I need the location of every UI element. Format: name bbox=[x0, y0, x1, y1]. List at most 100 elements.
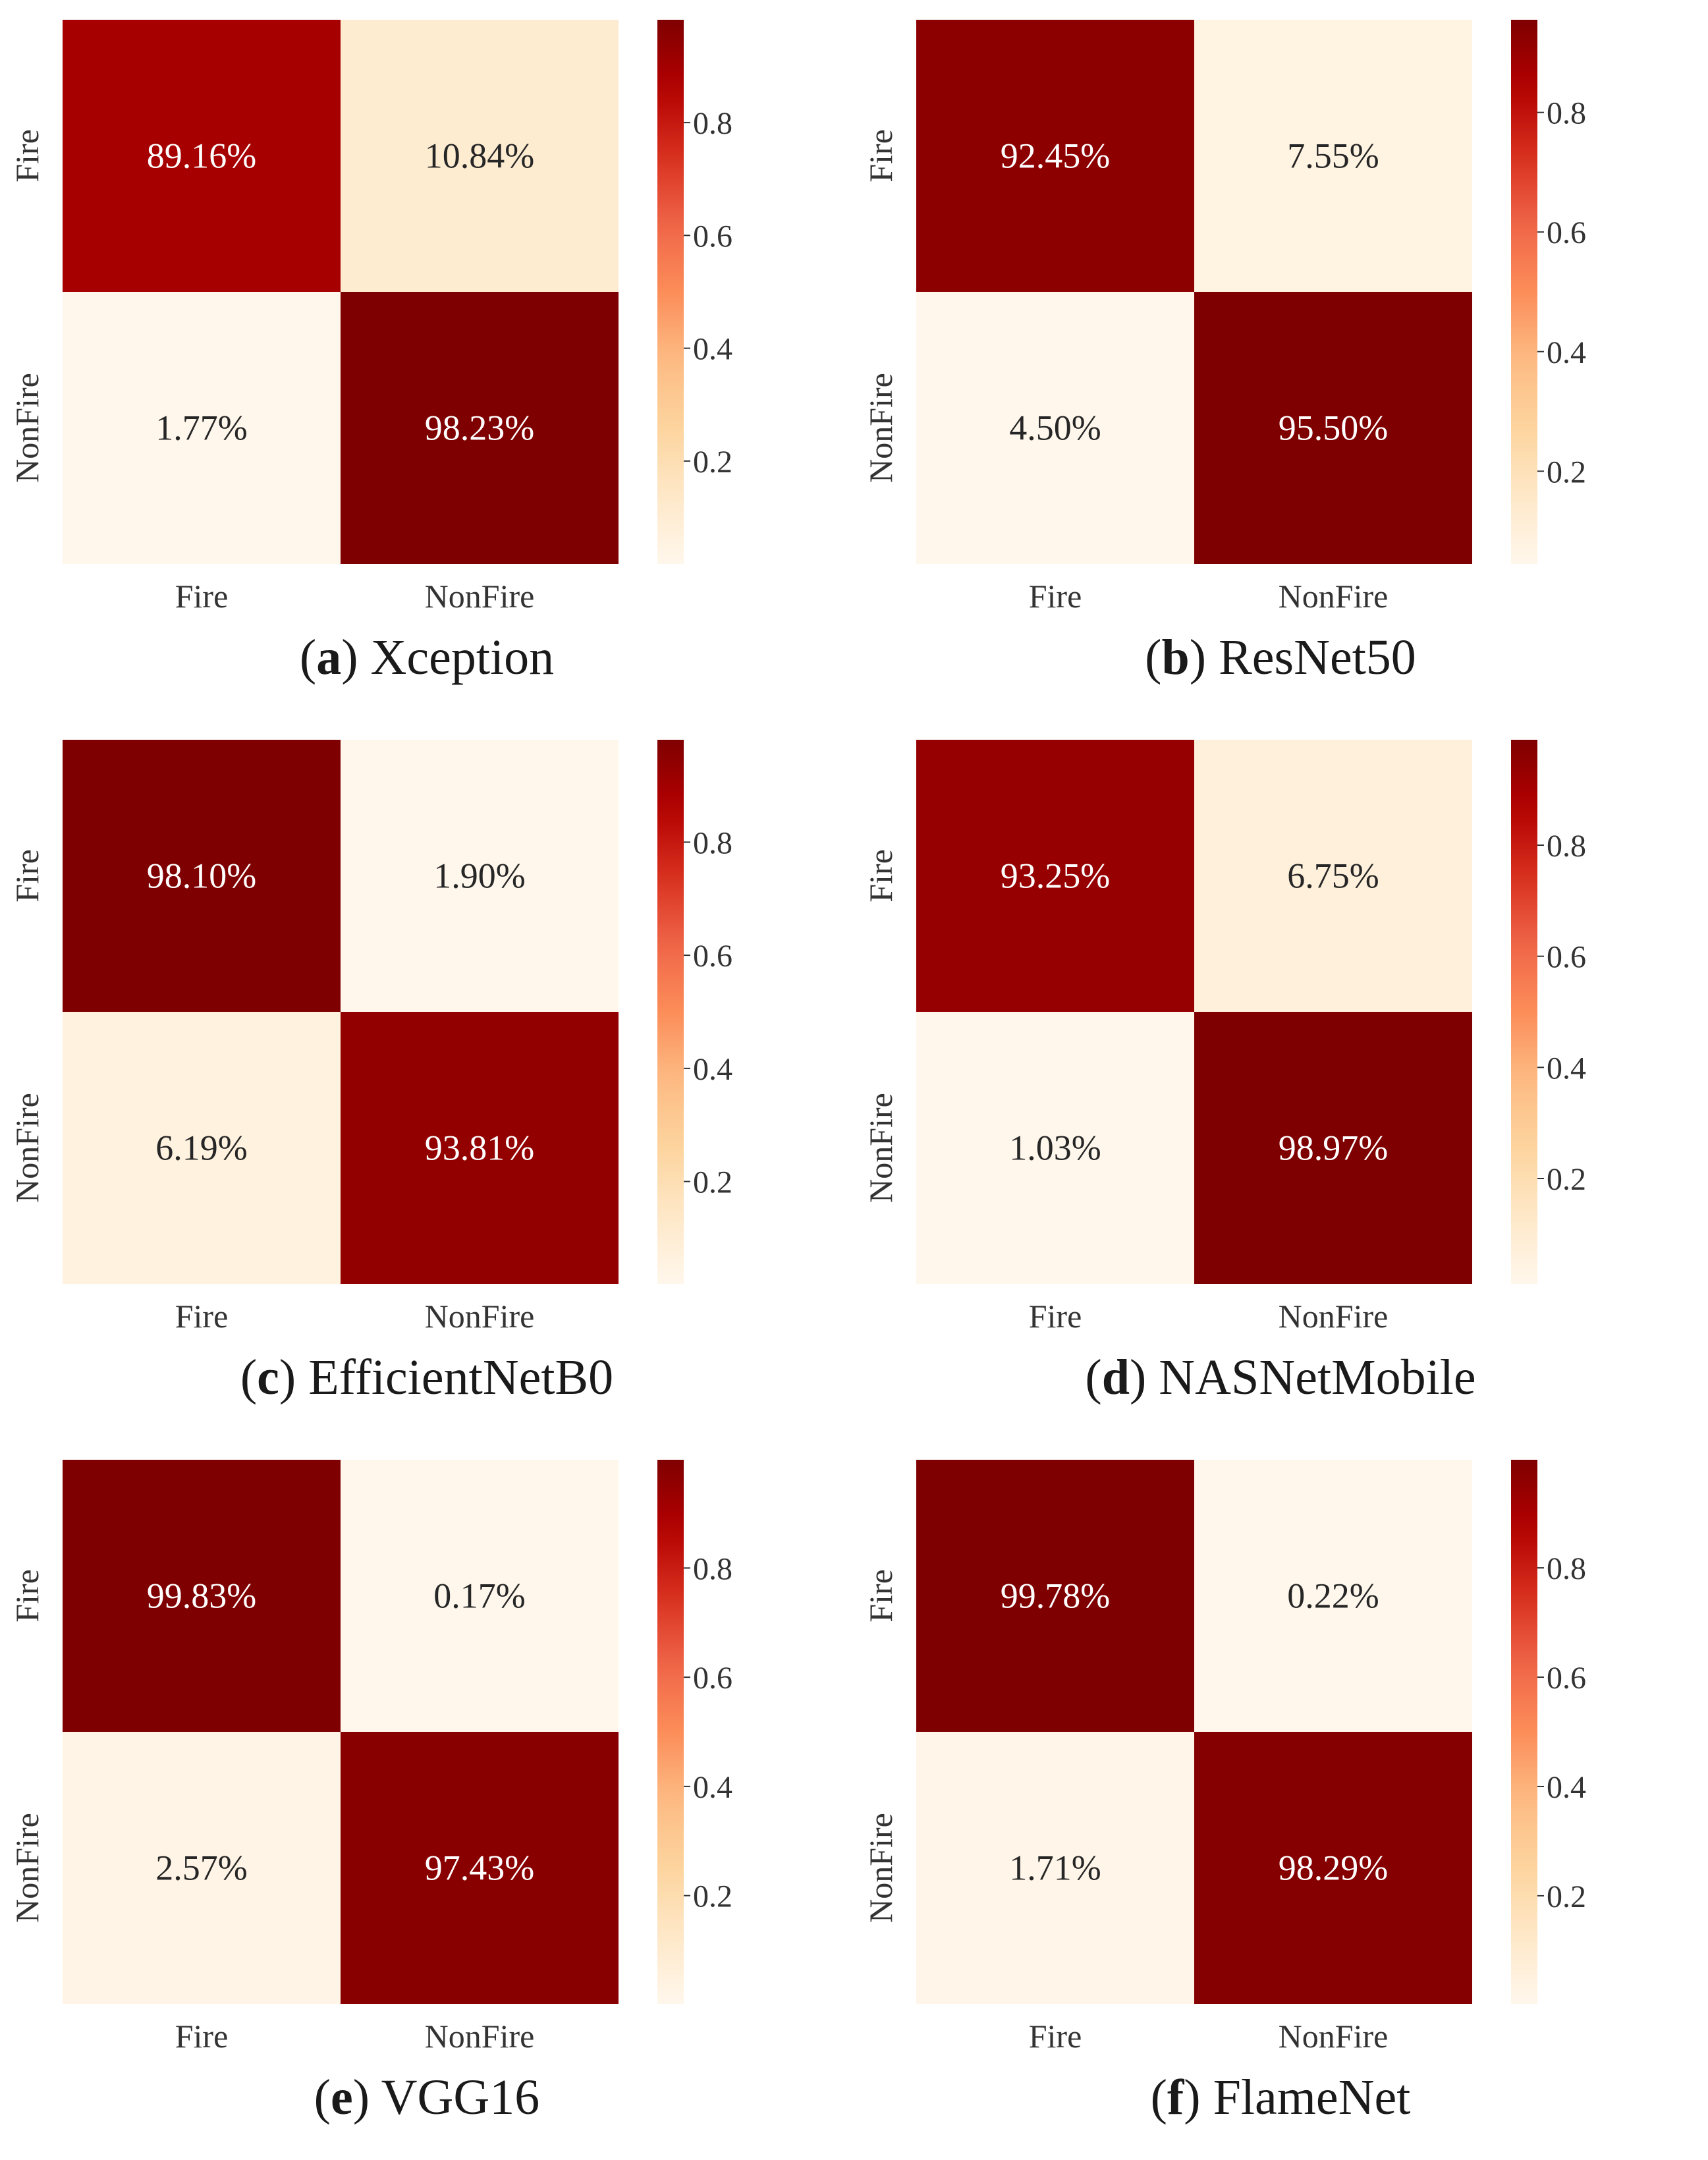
colorbar-b bbox=[1511, 20, 1537, 564]
cell-label-a-0-1: 10.84% bbox=[425, 136, 534, 176]
x-tick-c-0: Fire bbox=[175, 1298, 229, 1335]
cell-label-e-1-1: 97.43% bbox=[425, 1848, 534, 1888]
colorbar-tick-label-b-1: 0.4 bbox=[1547, 335, 1586, 370]
colorbar-tick-label-f-2: 0.6 bbox=[1547, 1661, 1586, 1696]
y-tick-c-1: NonFire bbox=[9, 1093, 45, 1203]
cell-f-1-0 bbox=[916, 1732, 1194, 2004]
caption-b: (b) ResNet50 bbox=[1145, 630, 1416, 685]
colorbar-tick-label-f-3: 0.8 bbox=[1547, 1551, 1586, 1586]
cell-b-0-1 bbox=[1194, 20, 1472, 292]
colorbar-tick-label-a-1: 0.4 bbox=[693, 332, 732, 367]
cell-label-e-0-0: 99.83% bbox=[147, 1576, 256, 1616]
cell-f-0-0 bbox=[916, 1460, 1194, 1732]
y-tick-f-0: Fire bbox=[862, 1569, 899, 1622]
cell-c-1-1 bbox=[341, 1012, 619, 1284]
colorbar-tick-label-f-1: 0.4 bbox=[1547, 1770, 1586, 1805]
cell-label-d-0-0: 93.25% bbox=[1001, 856, 1110, 896]
cell-b-1-1 bbox=[1194, 292, 1472, 564]
cell-e-1-0 bbox=[63, 1732, 341, 2004]
cell-label-c-0-1: 1.90% bbox=[433, 856, 525, 896]
cell-label-b-1-1: 95.50% bbox=[1279, 408, 1388, 448]
cell-label-f-1-1: 98.29% bbox=[1279, 1848, 1388, 1888]
colorbar-tick-label-a-2: 0.6 bbox=[693, 219, 732, 254]
colorbar-tick-label-d-0: 0.2 bbox=[1547, 1162, 1586, 1197]
cell-label-a-0-0: 89.16% bbox=[147, 136, 256, 176]
cell-c-0-0 bbox=[63, 740, 341, 1012]
colorbar-tick-label-b-3: 0.8 bbox=[1547, 96, 1586, 131]
colorbar-tick-label-c-2: 0.6 bbox=[693, 939, 732, 974]
cell-c-1-0 bbox=[63, 1012, 341, 1284]
colorbar-tick-label-c-1: 0.4 bbox=[693, 1052, 732, 1087]
colorbar-tick-label-d-3: 0.8 bbox=[1547, 829, 1586, 864]
heatmap-b: 92.45% 7.55% 4.50% 95.50% Fire NonFire Fire Non… bbox=[862, 20, 1586, 615]
x-tick-f-0: Fire bbox=[1029, 2018, 1082, 2055]
colorbar-tick-label-b-2: 0.6 bbox=[1547, 215, 1586, 250]
x-tick-e-1: NonFire bbox=[425, 2018, 535, 2055]
cell-a-0-0 bbox=[63, 20, 341, 292]
cell-label-a-1-0: 1.77% bbox=[155, 408, 247, 448]
cell-label-d-1-0: 1.03% bbox=[1009, 1128, 1101, 1168]
cell-f-1-1 bbox=[1194, 1732, 1472, 2004]
colorbar-tick-label-d-1: 0.4 bbox=[1547, 1051, 1586, 1086]
y-tick-f-1: NonFire bbox=[862, 1813, 899, 1923]
cell-e-1-1 bbox=[341, 1732, 619, 2004]
cell-d-1-1 bbox=[1194, 1012, 1472, 1284]
heatmap-a: 89.16% 10.84% 1.77% 98.23% Fire NonFire Fire No… bbox=[9, 20, 732, 615]
cell-a-0-1 bbox=[341, 20, 619, 292]
cell-label-b-0-0: 92.45% bbox=[1001, 136, 1110, 176]
heatmap-d: 93.25% 6.75% 1.03% 98.97% Fire NonFire Fire Non… bbox=[862, 740, 1586, 1335]
caption-e: (e) VGG16 bbox=[314, 2070, 540, 2125]
heatmap-f: 99.78% 0.22% 1.71% 98.29% Fire NonFire Fire Non… bbox=[862, 1460, 1586, 2055]
y-tick-d-0: Fire bbox=[862, 849, 899, 902]
heatmap-c: 98.10% 1.90% 6.19% 93.81% Fire NonFire Fire Non… bbox=[9, 740, 732, 1335]
cell-a-1-1 bbox=[341, 292, 619, 564]
x-tick-d-0: Fire bbox=[1029, 1298, 1082, 1335]
colorbar-tick-label-e-2: 0.6 bbox=[693, 1661, 732, 1696]
x-tick-a-1: NonFire bbox=[425, 578, 535, 615]
cell-label-d-0-1: 6.75% bbox=[1287, 856, 1379, 896]
caption-c: (c) EfficientNetB0 bbox=[240, 1350, 614, 1405]
colorbar-tick-label-f-0: 0.2 bbox=[1547, 1879, 1586, 1914]
colorbar-c bbox=[657, 740, 684, 1284]
caption-a: (a) Xception bbox=[299, 630, 555, 685]
y-tick-c-0: Fire bbox=[9, 849, 45, 902]
cell-label-f-0-1: 0.22% bbox=[1287, 1576, 1379, 1616]
colorbar-tick-label-d-2: 0.6 bbox=[1547, 940, 1586, 975]
colorbar-tick-label-a-0: 0.2 bbox=[693, 445, 732, 480]
panel-c: 98.10% 1.90% 6.19% 93.81% Fire NonFire Fire Non… bbox=[0, 720, 854, 1440]
x-tick-b-0: Fire bbox=[1029, 578, 1082, 615]
cell-label-f-1-0: 1.71% bbox=[1009, 1848, 1101, 1888]
y-tick-b-1: NonFire bbox=[862, 373, 899, 483]
cell-c-0-1 bbox=[341, 740, 619, 1012]
cell-label-c-1-0: 6.19% bbox=[155, 1128, 247, 1168]
colorbar-tick-label-e-0: 0.2 bbox=[693, 1879, 732, 1914]
cell-b-0-0 bbox=[916, 20, 1194, 292]
x-tick-b-1: NonFire bbox=[1279, 578, 1389, 615]
cell-label-e-0-1: 0.17% bbox=[433, 1576, 525, 1616]
cell-d-0-1 bbox=[1194, 740, 1472, 1012]
cell-label-a-1-1: 98.23% bbox=[425, 408, 534, 448]
y-tick-a-1: NonFire bbox=[9, 373, 45, 483]
colorbar-tick-label-e-1: 0.4 bbox=[693, 1770, 732, 1805]
cell-d-0-0 bbox=[916, 740, 1194, 1012]
panel-f: 99.78% 0.22% 1.71% 98.29% Fire NonFire Fire Non… bbox=[854, 1440, 1707, 2160]
colorbar-tick-label-c-3: 0.8 bbox=[693, 825, 732, 860]
colorbar-tick-label-e-3: 0.8 bbox=[693, 1551, 732, 1586]
caption-f: (f) FlameNet bbox=[1150, 2070, 1411, 2125]
cell-label-d-1-1: 98.97% bbox=[1279, 1128, 1388, 1168]
colorbar-tick-label-a-3: 0.8 bbox=[693, 106, 732, 141]
heatmap-e: 99.83% 0.17% 2.57% 97.43% Fire NonFire Fire Non… bbox=[9, 1460, 732, 2055]
y-tick-b-0: Fire bbox=[862, 129, 899, 182]
y-tick-a-0: Fire bbox=[9, 129, 45, 182]
x-tick-e-0: Fire bbox=[175, 2018, 229, 2055]
cell-label-f-0-0: 99.78% bbox=[1001, 1576, 1110, 1616]
caption-d: (d) NASNetMobile bbox=[1085, 1350, 1476, 1405]
colorbar-f bbox=[1511, 1460, 1537, 2004]
colorbar-a bbox=[657, 20, 684, 564]
colorbar-e bbox=[657, 1460, 684, 2004]
panel-b: 92.45% 7.55% 4.50% 95.50% Fire NonFire Fire Non… bbox=[854, 0, 1707, 720]
cell-a-1-0 bbox=[63, 292, 341, 564]
y-tick-e-1: NonFire bbox=[9, 1813, 45, 1923]
y-tick-d-1: NonFire bbox=[862, 1093, 899, 1203]
